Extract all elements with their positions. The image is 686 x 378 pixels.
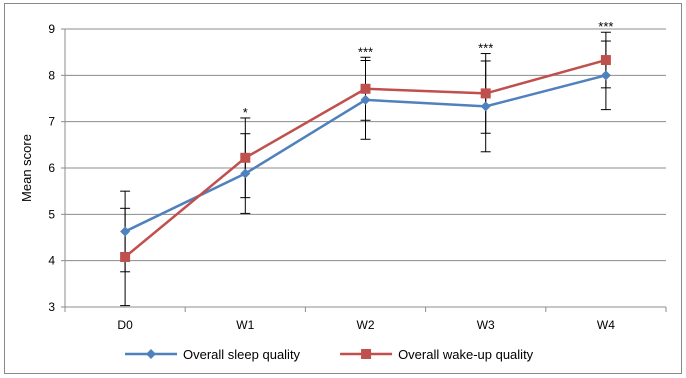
significance-marker: * [243,105,248,120]
y-tick-label: 3 [48,300,55,314]
y-tick-label: 7 [48,115,55,129]
y-axis-title: Mean score [19,134,34,202]
significance-marker: *** [358,44,373,59]
data-point-square [120,251,131,262]
x-tick-label: W3 [477,318,495,332]
series-markers [120,55,611,262]
significance-marker: *** [478,41,493,56]
x-tick-label: W4 [597,318,615,332]
y-tick-label: 5 [48,207,55,221]
legend-marker-square [361,349,372,359]
significance-marker: *** [598,19,613,34]
x-tick-label: W1 [236,318,254,332]
data-point-square [600,55,611,66]
data-point-diamond [240,168,251,179]
x-tick-label: D0 [117,318,133,332]
error-bars [120,31,611,307]
legend-marker-diamond [146,349,156,359]
data-point-diamond [120,226,131,237]
data-point-diamond [360,94,371,105]
data-point-square [480,88,491,99]
legend: Overall sleep quality Overall wake-up qua… [125,347,534,362]
legend-label-2: Overall wake-up quality [398,347,534,362]
axes: 3 4 5 6 7 8 9 D0 W1 W2 W3 W4 [48,22,667,332]
data-point-diamond [600,70,611,81]
y-tick-label: 9 [48,22,55,36]
data-point-square [360,83,371,94]
significance-annotations: **** ****** [243,19,614,120]
y-tick-label: 4 [48,254,55,268]
y-tick-label: 6 [48,161,55,175]
data-point-diamond [480,101,491,112]
data-point-square [240,152,251,163]
x-tick-label: W2 [357,318,375,332]
legend-label-1: Overall sleep quality [183,347,301,362]
y-tick-label: 8 [48,68,55,82]
chart-frame [4,3,682,374]
